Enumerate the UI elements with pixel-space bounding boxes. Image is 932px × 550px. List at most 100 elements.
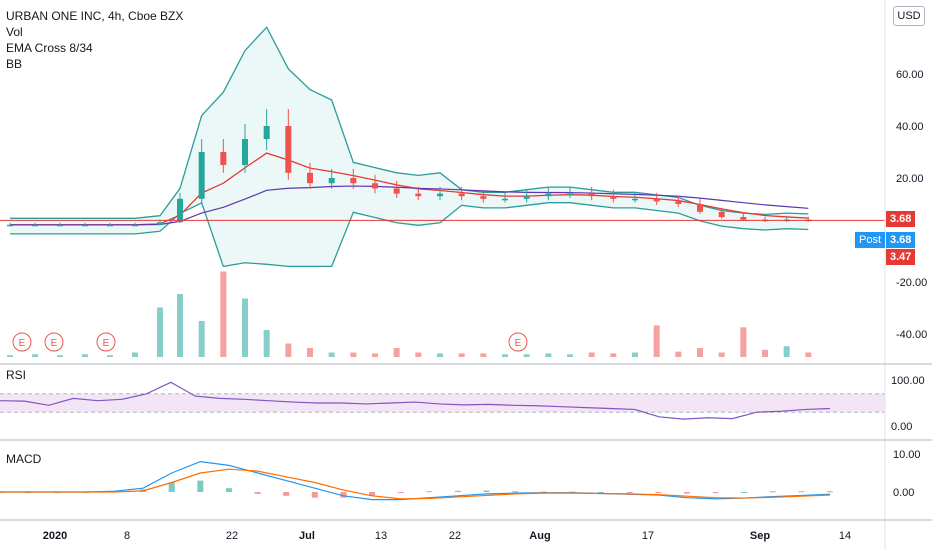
volume-bar	[7, 355, 13, 357]
volume-bar	[415, 352, 422, 357]
candle-body	[653, 198, 660, 202]
time-tick-label: 22	[449, 530, 461, 542]
candle-body	[458, 193, 465, 197]
price-tick-label: 60.00	[896, 69, 924, 81]
volume-bar	[198, 321, 205, 357]
macd-histogram-bar	[426, 491, 433, 493]
candle-body	[480, 196, 487, 199]
macd-histogram-bar	[168, 482, 175, 492]
macd-histogram-bar	[626, 492, 633, 493]
volume-bar	[480, 353, 487, 357]
time-tick-label: Sep	[750, 530, 770, 542]
time-tick-label: 17	[642, 530, 654, 542]
time-tick-label: 8	[124, 530, 130, 542]
macd-pane-label[interactable]: MACD	[6, 452, 42, 466]
macd-histogram-bar	[798, 491, 805, 493]
time-tick-label: Jul	[299, 530, 315, 542]
volume-bar	[220, 271, 227, 357]
macd-histogram-bar	[741, 492, 748, 493]
candle-body	[32, 224, 38, 227]
volume-bar	[632, 352, 638, 357]
earnings-marker-label: E	[19, 338, 26, 349]
volume-bar	[328, 352, 335, 357]
macd-histogram-bar	[712, 492, 719, 494]
time-tick-label: Aug	[529, 530, 550, 542]
candle-body	[523, 196, 530, 199]
candle-body	[82, 224, 88, 227]
earnings-marker-label: E	[51, 338, 58, 349]
candle-body	[107, 224, 113, 227]
candle-body	[610, 196, 617, 199]
time-tick-label: 2020	[43, 530, 67, 542]
study-bb-label[interactable]: BB	[6, 57, 23, 71]
volume-bar	[740, 327, 747, 357]
earnings-marker-label: E	[103, 338, 110, 349]
rsi-pane-label[interactable]: RSI	[6, 368, 27, 382]
volume-bar	[567, 354, 573, 357]
candle-body	[697, 204, 703, 212]
post-market-price-tag: 3.68	[886, 232, 916, 248]
volume-bar	[107, 355, 113, 357]
volume-bar	[545, 353, 552, 357]
price-tick-label: -40.00	[896, 329, 927, 341]
study-ema-label[interactable]: EMA Cross 8/34	[6, 41, 93, 55]
candle-body	[567, 193, 573, 196]
candle-body	[157, 222, 163, 225]
macd-line	[0, 460, 831, 501]
macd-histogram-bar	[454, 490, 461, 492]
time-tick-label: 14	[839, 530, 851, 542]
volume-bar	[307, 348, 313, 357]
macd-histogram-bar	[769, 491, 776, 493]
macd-histogram-bar	[683, 492, 690, 494]
candle-body	[307, 172, 313, 184]
volume-bar	[437, 353, 443, 357]
macd-histogram-bar	[827, 491, 833, 493]
macd-histogram-bar	[397, 492, 404, 493]
macd-pane[interactable]	[0, 460, 833, 501]
currency-button[interactable]: USD	[893, 6, 925, 26]
macd-histogram-bar	[540, 491, 547, 493]
macd-histogram-bar	[512, 491, 519, 493]
volume-bar	[157, 307, 163, 357]
volume-bar	[502, 354, 508, 357]
candle-body	[263, 126, 270, 139]
macd-histogram-bar	[197, 480, 204, 492]
earnings-marker	[44, 332, 64, 352]
volume-bar	[177, 294, 183, 357]
volume-bar	[783, 346, 790, 357]
bollinger-lower	[10, 202, 809, 268]
time-tick-label: 22	[226, 530, 238, 542]
volume-bar	[653, 325, 660, 357]
volume-bar	[718, 352, 725, 357]
macd-histogram-bar	[283, 492, 290, 496]
rsi-pane[interactable]	[0, 381, 885, 420]
last-price-tag: 3.68	[886, 211, 916, 227]
candle-body	[177, 198, 183, 223]
volume-bar	[372, 353, 378, 357]
rsi-tick-label: 0.00	[891, 421, 912, 433]
candle-body	[588, 193, 595, 197]
study-vol-label[interactable]: Vol	[6, 25, 23, 39]
candle-body	[437, 193, 443, 197]
macd-tick-label: 10.00	[893, 449, 921, 461]
signal-line	[0, 468, 831, 500]
volume-bar	[393, 348, 400, 357]
price-tick-label: 20.00	[896, 173, 924, 185]
candle-body	[415, 193, 422, 197]
rsi-tick-label: 100.00	[891, 375, 925, 387]
macd-histogram-bar	[483, 490, 490, 492]
volume-bar	[242, 298, 248, 357]
earnings-marker	[508, 332, 528, 352]
macd-tick-label: 0.00	[893, 487, 914, 499]
macd-histogram-bar	[598, 492, 605, 493]
symbol-title[interactable]: URBAN ONE INC, 4h, Cboe BZX	[6, 9, 184, 23]
volume-bar	[805, 352, 812, 357]
volume-bar	[675, 351, 682, 357]
macd-histogram-bar	[569, 491, 576, 493]
candle-body	[545, 193, 552, 197]
volume-bar	[762, 349, 768, 357]
candle-body	[675, 201, 682, 204]
